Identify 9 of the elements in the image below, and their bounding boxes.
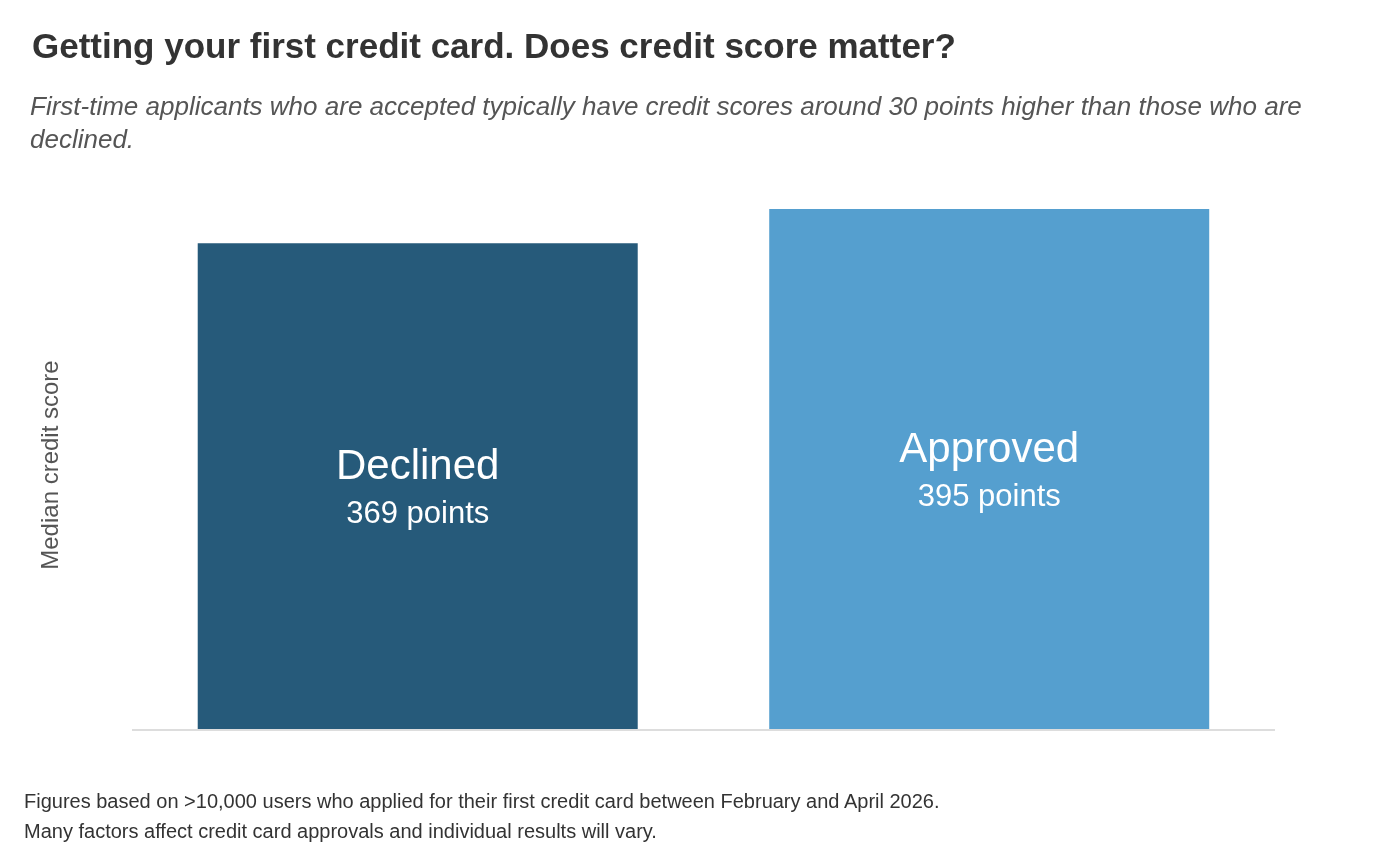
y-axis-title: Median credit score	[36, 360, 64, 570]
text: Many factors affect credit card approvals and individual results will vary.	[24, 819, 658, 844]
data-label: 395 points	[917, 477, 1061, 513]
chart-title: Getting your first credit card. Does credit score matter?	[32, 26, 956, 66]
chart-subtitle: First-time applicants who are accepted typically have credit scores around 30 points higher than those who are declined.	[30, 90, 1303, 156]
x-tick-label: Declined	[336, 440, 500, 488]
text: Figures based on >10,000 users who applied for their first credit card between February and April 2026.	[24, 789, 940, 814]
data-label: 369 points	[346, 494, 490, 530]
x-tick-label: Approved	[899, 423, 1080, 471]
